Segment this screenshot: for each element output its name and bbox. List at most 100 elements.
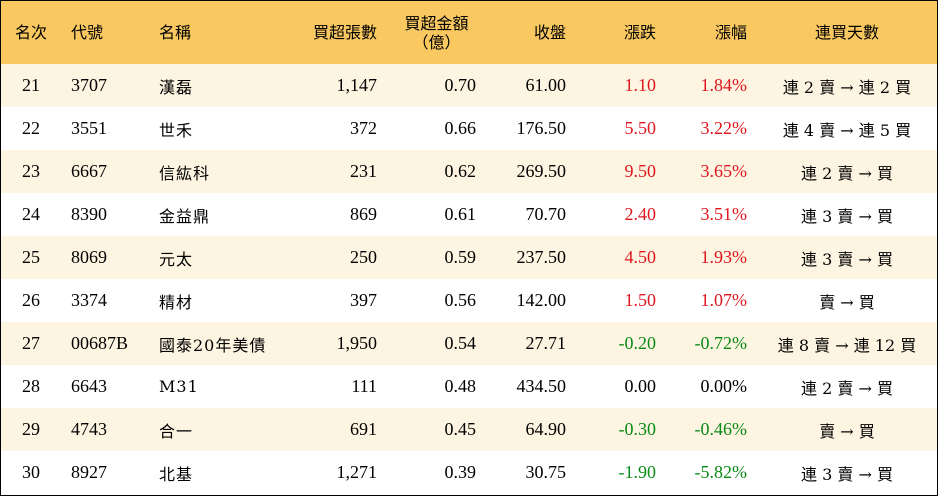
table-cell: 6667 xyxy=(71,161,107,181)
table-cell: -1.90 xyxy=(618,462,657,482)
table-cell: 0.48 xyxy=(444,376,477,396)
table-cell: 0.39 xyxy=(444,462,477,482)
table-cell: 1,950 xyxy=(336,333,378,353)
table-cell: 3707 xyxy=(71,75,107,95)
table-cell: 1,271 xyxy=(336,462,378,482)
table-cell: 精材 xyxy=(159,292,194,312)
table-cell: 4743 xyxy=(71,419,107,439)
table-cell: 金益鼎 xyxy=(159,206,211,226)
table-cell: 64.90 xyxy=(525,419,567,439)
table-row: 25 8069 元太 250 0.59 237.50 4.50 1.93% 連 3 賣 → 買 xyxy=(1,236,937,279)
table-cell: 142.00 xyxy=(516,290,567,310)
table-cell: 27 xyxy=(22,333,40,353)
table-header: 名次 代號 名稱 買超張數 買超金額 （億） 收盤 漲跌 漲幅 連買天數 xyxy=(1,1,937,64)
table-cell: 25 xyxy=(22,247,40,267)
column-header: 名次 xyxy=(14,23,47,42)
table-cell: 連 3 賣 → 買 xyxy=(801,206,893,226)
column-header: 收盤 xyxy=(533,23,566,42)
table-cell: 3551 xyxy=(71,118,107,138)
column-header: 連買天數 xyxy=(814,23,879,42)
table-cell: 連 2 賣 → 連 2 買 xyxy=(782,77,912,97)
table-cell: 372 xyxy=(350,118,377,138)
table-cell: 434.50 xyxy=(516,376,567,396)
table-cell: -5.82% xyxy=(694,462,748,482)
table-cell: 8927 xyxy=(71,462,107,482)
table-cell: 691 xyxy=(350,419,377,439)
table-cell: 0.70 xyxy=(444,75,477,95)
table-row: 27 00687B 國泰20年美債 1,950 0.54 27.71 -0.20 -0.72%… xyxy=(1,322,937,365)
table-row: 28 6643 M31 111 0.48 434.50 0.00 0.00% 連 2 賣 → 買 xyxy=(1,365,937,408)
table-cell: 連 3 賣 → 買 xyxy=(801,249,893,269)
table-cell: 28 xyxy=(22,376,40,396)
header-line: （億） xyxy=(412,32,461,52)
table-cell: 2.40 xyxy=(624,204,657,224)
table-cell: 3.51% xyxy=(700,204,748,224)
table-cell: 0.00 xyxy=(624,376,657,396)
table-cell: 5.50 xyxy=(624,118,657,138)
table-row: 21 3707 漢磊 1,147 0.70 61.00 1.10 1.84% 連 2 賣 → 連… xyxy=(1,64,937,107)
table-cell: 26 xyxy=(22,290,40,310)
table-cell: 1.93% xyxy=(700,247,748,267)
table-cell: 21 xyxy=(22,75,40,95)
table-cell: 連 4 賣 → 連 5 買 xyxy=(782,120,912,140)
table-cell: 北基 xyxy=(159,464,194,484)
table-cell: 國泰20年美債 xyxy=(159,335,267,355)
table-cell: 1.84% xyxy=(700,75,748,95)
table-cell: 29 xyxy=(22,419,40,439)
table-cell: 1.10 xyxy=(624,75,657,95)
table-cell: 269.50 xyxy=(516,161,567,181)
table-cell: 1,147 xyxy=(336,75,378,95)
table-cell: 3.22% xyxy=(700,118,748,138)
header-row: 名次 代號 名稱 買超張數 買超金額 （億） 收盤 漲跌 漲幅 連買天數 xyxy=(1,1,937,64)
table-cell: 00687B xyxy=(71,333,129,353)
table-cell: 61.00 xyxy=(525,75,567,95)
table-cell: 世禾 xyxy=(159,120,194,140)
table-cell: 22 xyxy=(22,118,40,138)
table-cell: 賣 → 買 xyxy=(819,421,875,441)
table-cell: 賣 → 買 xyxy=(819,292,875,312)
table-cell: 237.50 xyxy=(516,247,567,267)
table-row: 30 8927 北基 1,271 0.39 30.75 -1.90 -5.82% 連 3 賣 →… xyxy=(1,451,937,494)
table-cell: 869 xyxy=(350,204,377,224)
table-cell: 0.00% xyxy=(700,376,748,396)
table-cell: 8390 xyxy=(71,204,107,224)
table-cell: 8069 xyxy=(71,247,107,267)
table-row: 22 3551 世禾 372 0.66 176.50 5.50 3.22% 連 4 賣 → 連 … xyxy=(1,107,937,150)
table-cell: 250 xyxy=(350,247,377,267)
table-cell: 連 8 賣 → 連 12 買 xyxy=(777,335,917,355)
table-cell: 0.66 xyxy=(444,118,477,138)
header-line: 買超金額 xyxy=(404,13,469,33)
column-header: 漲跌 xyxy=(623,23,656,42)
table-cell: 0.56 xyxy=(444,290,477,310)
table-cell: -0.30 xyxy=(618,419,657,439)
table-cell: 23 xyxy=(22,161,40,181)
table-cell: 111 xyxy=(351,376,377,396)
table-row: 26 3374 精材 397 0.56 142.00 1.50 1.07% 賣 → 買 xyxy=(1,279,937,322)
table-cell: 0.45 xyxy=(444,419,477,439)
table-cell: 漢磊 xyxy=(159,77,194,97)
table-cell: 30 xyxy=(22,462,40,482)
table-cell: 合一 xyxy=(159,421,194,441)
table-cell: 1.50 xyxy=(624,290,657,310)
table-cell: 24 xyxy=(22,204,40,224)
table-body: 21 3707 漢磊 1,147 0.70 61.00 1.10 1.84% 連 2 賣 → 連… xyxy=(1,64,937,494)
table-cell: 231 xyxy=(350,161,377,181)
table-cell: 1.07% xyxy=(700,290,748,310)
table-cell: 連 2 賣 → 買 xyxy=(801,378,893,398)
table-cell: 6643 xyxy=(71,376,107,396)
column-header: 名稱 xyxy=(159,23,192,42)
table-cell: 連 3 賣 → 買 xyxy=(801,464,893,484)
table-cell: 4.50 xyxy=(624,247,657,267)
table-cell: -0.20 xyxy=(618,333,657,353)
table-row: 23 6667 信紘科 231 0.62 269.50 9.50 3.65% 連 2 賣 → 買 xyxy=(1,150,937,193)
column-header: 代號 xyxy=(71,23,104,42)
table-cell: -0.72% xyxy=(694,333,748,353)
column-header: 漲幅 xyxy=(714,23,747,42)
table-cell: 70.70 xyxy=(525,204,567,224)
table-cell: 0.62 xyxy=(444,161,477,181)
table-cell: 9.50 xyxy=(624,161,657,181)
table-row: 24 8390 金益鼎 869 0.61 70.70 2.40 3.51% 連 3 賣 → 買 xyxy=(1,193,937,236)
table-cell: 0.59 xyxy=(444,247,477,267)
table-cell: 3374 xyxy=(71,290,107,310)
